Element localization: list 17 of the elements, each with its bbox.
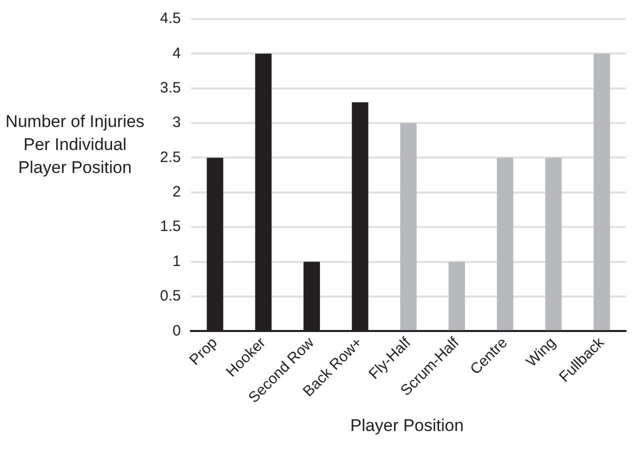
y-tick-label: 2.5	[160, 148, 181, 166]
bar	[545, 158, 562, 330]
y-tick-label: 2	[172, 184, 181, 201]
bar	[400, 123, 417, 330]
y-tick-label: 4.5	[160, 10, 181, 28]
y-tick-label: 1	[172, 252, 181, 270]
y-tick-label: 0.5	[160, 288, 181, 305]
y-tick-label: 3.5	[160, 80, 181, 97]
y-axis-title: Number of Injuries Per Individual Player Position	[4, 111, 146, 179]
y-tick-label: 1.5	[160, 218, 181, 236]
y-tick-label: 4	[172, 44, 181, 62]
y-tick-label: 0	[172, 322, 181, 340]
bar	[496, 158, 514, 330]
y-tick-label: 3	[172, 114, 181, 132]
bar	[448, 262, 465, 330]
x-axis-title: Player Position	[349, 416, 465, 436]
bar	[594, 54, 610, 330]
